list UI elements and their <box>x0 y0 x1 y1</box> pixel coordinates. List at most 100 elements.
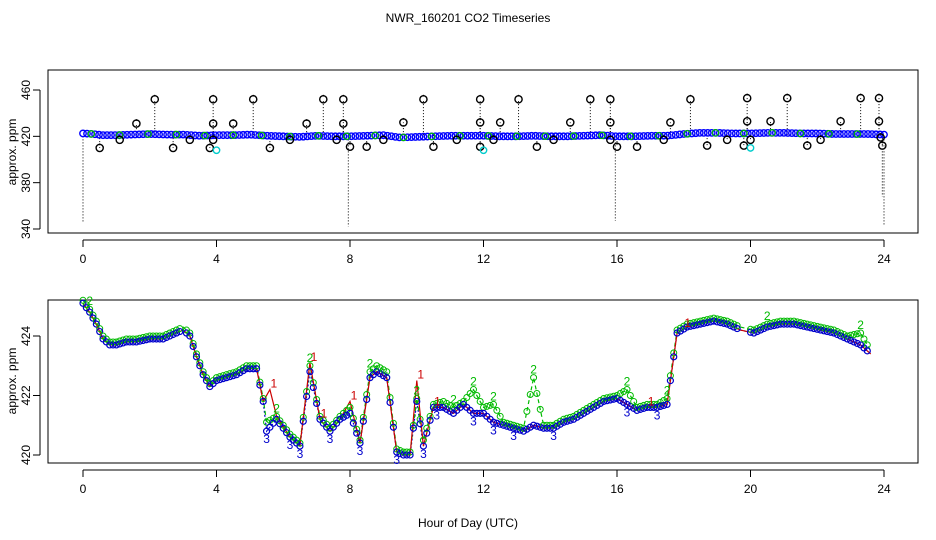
series-3-point <box>436 403 444 411</box>
outlier-dot <box>616 142 618 145</box>
series-2-point <box>92 317 100 325</box>
baseline-point <box>635 132 644 141</box>
outlier-point <box>185 135 195 145</box>
baseline-point <box>155 130 163 139</box>
top-x-tick-label: 0 <box>80 252 87 266</box>
series-3-point <box>172 329 181 337</box>
outlier-point <box>208 135 218 145</box>
outlier-point <box>318 94 328 104</box>
series-3-point <box>313 399 321 408</box>
series-2-point <box>359 413 367 421</box>
baseline-point <box>659 131 668 140</box>
outlier-point <box>606 94 615 104</box>
series-2-point <box>253 362 261 370</box>
series-2-label: 2 <box>490 389 497 403</box>
series-3-point <box>433 403 441 411</box>
outlier-dot <box>609 94 612 97</box>
series-3-point <box>346 409 354 417</box>
series-2-point <box>256 378 264 386</box>
baseline-point <box>475 131 484 140</box>
series-2-point <box>523 407 531 415</box>
series-3-label: 3 <box>420 447 427 461</box>
baseline-alt-point <box>598 131 606 140</box>
baseline-point <box>791 129 800 138</box>
series-3-label: 3 <box>654 408 661 422</box>
series-3-point <box>666 377 675 385</box>
series-3-point <box>96 327 104 336</box>
series-2-point <box>496 412 504 420</box>
outlier-dot <box>365 142 368 145</box>
outlier-dot <box>432 142 435 145</box>
series-1-label: 1 <box>417 368 424 382</box>
series-3-point <box>256 381 264 389</box>
baseline-alt-point <box>87 130 96 138</box>
series-3-label: 3 <box>297 447 304 461</box>
series-3-label: 3 <box>510 429 517 443</box>
series-3-label: 3 <box>327 432 334 446</box>
baseline-alt-point <box>172 130 181 139</box>
baseline-point <box>263 131 272 140</box>
baseline-point <box>615 132 624 141</box>
series-3-label: 3 <box>490 423 497 437</box>
baseline-point <box>423 132 432 141</box>
series-3-point <box>409 424 418 432</box>
series-2-point <box>186 329 194 337</box>
baseline-point <box>131 130 139 139</box>
bottom-x-tick-label: 4 <box>213 482 220 496</box>
series-3-point <box>299 417 307 425</box>
series-2-point <box>757 323 765 331</box>
baseline-point <box>812 129 820 138</box>
outlier-point <box>399 117 408 127</box>
outlier-dot <box>135 119 138 121</box>
baseline-point <box>707 128 716 137</box>
series-3-point <box>419 442 428 450</box>
baseline-point <box>639 132 648 140</box>
series-3-point <box>309 383 317 392</box>
baseline-point <box>755 129 764 138</box>
series-3-point <box>423 429 431 437</box>
series-2-label: 2 <box>857 318 864 332</box>
baseline-point <box>255 131 264 140</box>
outlier-point <box>248 94 258 104</box>
baseline-alt-point <box>768 129 776 137</box>
series-3-point <box>660 401 668 410</box>
series-3-label: 3 <box>393 453 400 467</box>
series-3-point <box>670 353 678 361</box>
top-x-tick-label: 20 <box>744 252 758 266</box>
series-3-label: 3 <box>433 408 440 422</box>
baseline-alt-point <box>144 130 152 138</box>
baseline-point <box>679 130 688 138</box>
outlier-dot <box>749 135 752 138</box>
series-1-label: 1 <box>648 394 655 408</box>
bottom-x-tick-label: 8 <box>347 482 354 496</box>
outlier-dot <box>669 117 672 120</box>
baseline-alt-point <box>371 131 379 140</box>
series-3-point <box>306 368 314 376</box>
series-2-label: 2 <box>86 294 93 308</box>
series-3-point <box>663 400 671 409</box>
baseline-point <box>111 131 119 140</box>
outlier-dot <box>172 143 175 146</box>
series-2-point <box>389 419 397 427</box>
series-2-point <box>830 326 838 334</box>
baseline-alt-point <box>115 131 124 139</box>
outlier-dot <box>335 135 338 138</box>
baseline-point <box>731 129 740 138</box>
bottom-x-tick-label: 20 <box>744 482 758 496</box>
series-3-point <box>847 336 855 345</box>
baseline-point <box>499 132 508 141</box>
top-x-tick-label: 16 <box>610 252 624 266</box>
outlier-dot <box>98 143 101 146</box>
series-2-point <box>723 317 731 325</box>
baseline-point <box>763 128 772 137</box>
baseline-point <box>543 132 552 141</box>
series-2-point <box>473 392 481 399</box>
series-3-point <box>533 422 541 430</box>
baseline-point <box>123 130 131 139</box>
series-2-point <box>96 325 104 333</box>
series-2-label: 2 <box>470 375 477 389</box>
bottom-y-tick-label: 422 <box>19 385 33 405</box>
series-3-point <box>426 416 434 424</box>
series-2-point <box>159 332 167 340</box>
top-y-tick-label: 460 <box>19 80 33 100</box>
